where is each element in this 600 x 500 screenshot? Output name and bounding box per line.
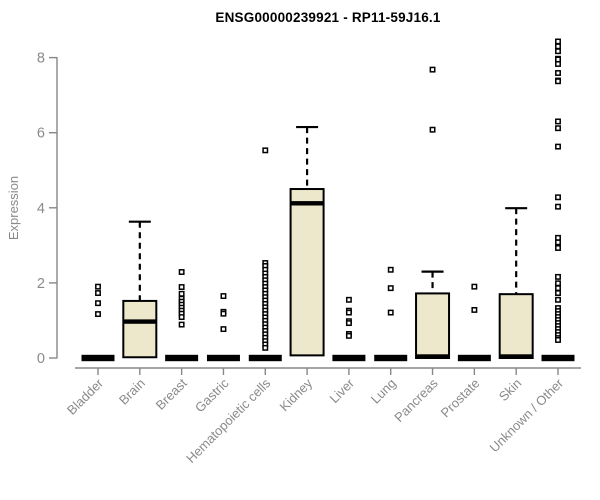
outlier-point-unknown-other [555,234,561,241]
zero-bar-lung [374,354,408,362]
box-skin [498,293,534,360]
outlier-point-unknown-other [555,194,561,201]
outlier-point-unknown-other [555,280,561,287]
x-tick-label-brain: Brain [116,376,148,408]
outlier-point-unknown-other [555,337,561,343]
outlier-point-lung [387,309,394,316]
outlier-point-unknown-other [555,290,561,296]
outlier-point-liver [345,320,352,327]
zero-bar-breast [165,354,199,362]
median-line-pancreas [416,354,450,359]
x-tick-label-lung: Lung [368,376,399,407]
outlier-point-bladder [95,290,101,296]
outlier-point-breast [178,284,185,290]
outlier-point-gastric [220,293,227,299]
outlier-point-unknown-other [555,296,561,303]
x-tick-label-skin: Skin [496,376,524,404]
outlier-point-liver [345,332,352,339]
outlier-point-unknown-other [555,118,561,125]
x-tick-label-liver: Liver [326,375,357,406]
outlier-point-prostate [471,283,478,290]
outlier-point-unknown-other [555,245,561,251]
outlier-point-unknown-other [555,56,561,63]
outlier-point-gastric [220,326,227,333]
outlier-point-unknown-other [555,43,561,50]
x-tick-label-unknown-other: Unknown / Other [487,375,567,455]
outlier-point-pancreas [429,126,436,133]
outlier-point-prostate [471,306,478,313]
outlier-point-breast [178,314,185,321]
y-tick-label: 8 [37,51,45,67]
x-tick-label-pancreas: Pancreas [391,375,441,425]
y-tick-label: 2 [37,276,45,292]
outlier-point-breast [178,290,185,297]
outlier-point-hematopoietic-cells [262,344,269,351]
y-tick-label: 0 [37,351,45,367]
x-tick-label-kidney: Kidney [276,375,315,414]
outlier-point-unknown-other [555,61,561,67]
y-tick-label: 6 [37,126,45,142]
box-kidney [289,188,325,357]
chart-title: ENSG00000239921 - RP11-59J16.1 [215,10,441,25]
outlier-point-bladder [95,300,101,307]
outlier-point-unknown-other [555,125,561,132]
outlier-point-lung [387,266,394,273]
y-tick-label: 4 [37,201,45,217]
zero-bar-bladder [81,354,115,362]
outlier-point-bladder [95,283,101,290]
outlier-point-bladder [95,311,101,318]
outlier-point-unknown-other [555,70,561,76]
median-line-kidney [290,201,324,206]
outlier-point-breast [178,321,185,328]
box-pancreas [415,292,451,359]
x-tick-label-bladder: Bladder [64,375,107,418]
outlier-point-unknown-other [555,285,561,292]
zero-bar-gastric [206,354,240,362]
x-tick-label-prostate: Prostate [438,376,483,421]
x-tick-label-breast: Breast [153,375,190,412]
outlier-point-unknown-other [555,48,561,55]
zero-bar-hematopoietic-cells [248,354,282,362]
outlier-point-gastric [220,310,227,317]
outlier-point-unknown-other [555,38,561,45]
median-line-brain [123,319,157,324]
x-tick-label-gastric: Gastric [192,375,232,415]
outlier-point-liver [345,309,352,316]
outlier-point-unknown-other [555,273,561,280]
outlier-point-unknown-other [555,78,561,85]
outlier-point-lung [387,285,394,292]
outlier-point-pancreas [429,66,436,73]
outlier-point-hematopoietic-cells [262,147,269,154]
outlier-point-unknown-other [555,143,561,150]
zero-bar-liver [332,354,366,362]
outlier-point-breast [178,269,185,275]
median-line-skin [499,354,533,359]
outlier-point-unknown-other [555,203,561,210]
zero-bar-unknown-other [541,354,575,362]
outlier-point-unknown-other [555,239,561,246]
box-brain [122,299,158,359]
zero-bar-prostate [457,354,491,362]
outlier-point-liver [345,296,352,303]
